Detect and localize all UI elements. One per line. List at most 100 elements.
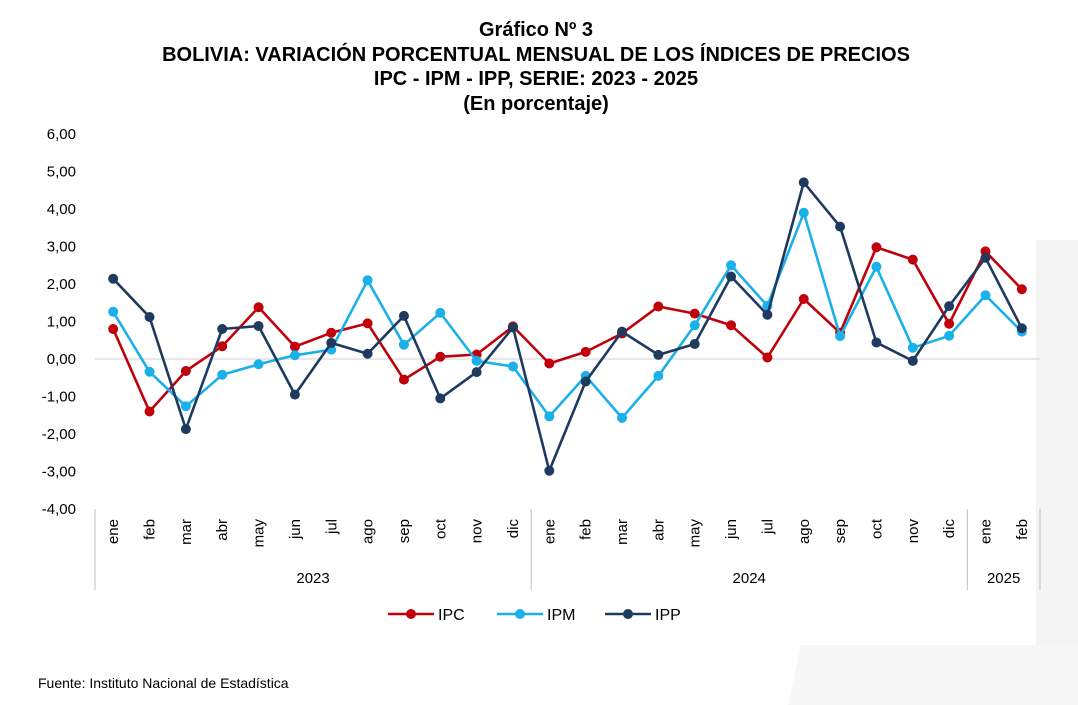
legend-marker-ipc bbox=[406, 609, 416, 619]
year-label: 2023 bbox=[296, 570, 329, 587]
data-point-ipp bbox=[980, 252, 991, 263]
y-tick-label: -2,00 bbox=[42, 426, 76, 443]
data-point-ipp bbox=[907, 355, 918, 366]
data-point-ipm bbox=[907, 342, 918, 353]
legend-label-ipc: IPC bbox=[438, 607, 465, 624]
source-note: Fuente: Instituto Nacional de Estadístic… bbox=[38, 675, 289, 691]
legend-marker-ipm bbox=[515, 609, 525, 619]
data-point-ipm bbox=[144, 366, 155, 377]
x-tick-label: may bbox=[251, 519, 268, 548]
data-point-ipp bbox=[217, 324, 228, 334]
x-tick-label: sep bbox=[396, 519, 413, 543]
x-tick-label: jun bbox=[287, 519, 304, 540]
x-tick-label: jul bbox=[759, 519, 776, 535]
x-tick-label: oct bbox=[432, 518, 449, 539]
data-point-ipc bbox=[689, 308, 700, 319]
data-point-ipp bbox=[289, 389, 300, 400]
data-point-ipc bbox=[1016, 284, 1027, 295]
data-point-ipc bbox=[944, 318, 955, 329]
data-point-ipm bbox=[471, 355, 482, 366]
x-tick-label: oct bbox=[868, 518, 885, 539]
data-point-ipp bbox=[944, 301, 955, 312]
data-point-ipp bbox=[544, 465, 555, 476]
data-point-ipm bbox=[798, 207, 809, 218]
data-point-ipp bbox=[398, 310, 409, 321]
data-point-ipm bbox=[217, 369, 228, 380]
data-point-ipp bbox=[108, 273, 119, 284]
data-point-ipm bbox=[398, 339, 409, 350]
data-point-ipp bbox=[144, 312, 155, 322]
x-tick-label: jun bbox=[723, 519, 740, 540]
x-tick-label: dic bbox=[505, 519, 522, 539]
data-point-ipp bbox=[253, 321, 264, 331]
data-point-ipp bbox=[435, 393, 446, 404]
data-point-ipp bbox=[471, 367, 482, 378]
x-tick-label: ago bbox=[796, 519, 813, 544]
data-point-ipp bbox=[726, 271, 737, 282]
x-tick-label: ago bbox=[360, 519, 377, 544]
data-point-ipp bbox=[507, 322, 518, 333]
series-line-ipm bbox=[112, 211, 1023, 420]
chart-title-line-1: Gráfico Nº 3 bbox=[478, 19, 593, 41]
y-tick-label: -4,00 bbox=[42, 501, 76, 518]
year-label: 2025 bbox=[987, 570, 1020, 587]
data-point-ipm bbox=[253, 359, 264, 370]
chart-title-line-3: IPC - IPM - IPP, SERIE: 2023 - 2025 bbox=[373, 68, 699, 90]
chart-title-line-2: BOLIVIA: VARIACIÓN PORCENTUAL MENSUAL DE… bbox=[162, 43, 910, 66]
data-point-ipc bbox=[798, 294, 809, 304]
data-point-ipc bbox=[907, 254, 918, 265]
y-tick-label: -3,00 bbox=[42, 464, 76, 481]
x-tick-label: feb bbox=[578, 519, 595, 540]
data-point-ipc bbox=[580, 346, 591, 357]
y-tick-label: 4,00 bbox=[47, 201, 76, 218]
data-point-ipc bbox=[180, 366, 191, 376]
chart-title-block: Gráfico Nº 3 BOLIVIA: VARIACIÓN PORCENTU… bbox=[0, 18, 1072, 116]
data-point-ipm bbox=[653, 370, 664, 381]
y-tick-label: 3,00 bbox=[47, 239, 76, 256]
data-point-ipc bbox=[253, 302, 264, 313]
data-point-ipc bbox=[362, 318, 373, 329]
x-tick-label: may bbox=[687, 519, 704, 548]
data-point-ipm bbox=[108, 306, 119, 317]
data-point-ipp bbox=[362, 348, 373, 359]
x-tick-label: nov bbox=[905, 519, 922, 544]
data-point-ipc bbox=[144, 406, 155, 417]
data-point-ipm bbox=[871, 261, 882, 272]
x-tick-label: ene bbox=[105, 519, 122, 544]
data-point-ipm bbox=[944, 330, 955, 341]
data-point-ipc bbox=[726, 320, 737, 331]
data-point-ipm bbox=[544, 411, 555, 422]
x-tick-label: ene bbox=[541, 519, 558, 544]
background-decoration bbox=[1036, 240, 1078, 705]
data-point-ipm bbox=[362, 275, 373, 286]
data-point-ipm bbox=[507, 361, 518, 372]
data-point-ipc bbox=[871, 242, 882, 253]
data-point-ipc bbox=[217, 341, 228, 352]
data-point-ipp bbox=[653, 349, 664, 360]
x-tick-label: dic bbox=[941, 519, 958, 539]
chart-subtitle: (En porcentaje) bbox=[463, 92, 609, 115]
y-tick-label: 5,00 bbox=[47, 164, 76, 181]
y-tick-label: 2,00 bbox=[47, 276, 76, 293]
data-point-ipp bbox=[798, 177, 809, 188]
x-tick-label: abr bbox=[214, 519, 231, 541]
data-point-ipm bbox=[180, 401, 191, 412]
data-point-ipc bbox=[326, 327, 337, 338]
y-tick-label: 1,00 bbox=[47, 314, 76, 331]
legend-marker-ipp bbox=[623, 609, 633, 619]
y-tick-label: 0,00 bbox=[47, 351, 76, 368]
x-tick-label: ene bbox=[977, 519, 994, 544]
data-point-ipm bbox=[980, 290, 991, 301]
x-tick-label: jul bbox=[323, 519, 340, 535]
data-point-ipp bbox=[617, 326, 628, 337]
x-tick-label: feb bbox=[142, 519, 159, 540]
data-point-ipp bbox=[326, 337, 337, 348]
data-point-ipc bbox=[398, 374, 409, 385]
data-point-ipp bbox=[835, 221, 846, 232]
data-point-ipm bbox=[689, 320, 700, 331]
data-point-ipc bbox=[762, 352, 773, 363]
data-point-ipm bbox=[726, 260, 737, 271]
data-point-ipm bbox=[617, 412, 628, 423]
legend-label-ipp: IPP bbox=[655, 607, 681, 624]
